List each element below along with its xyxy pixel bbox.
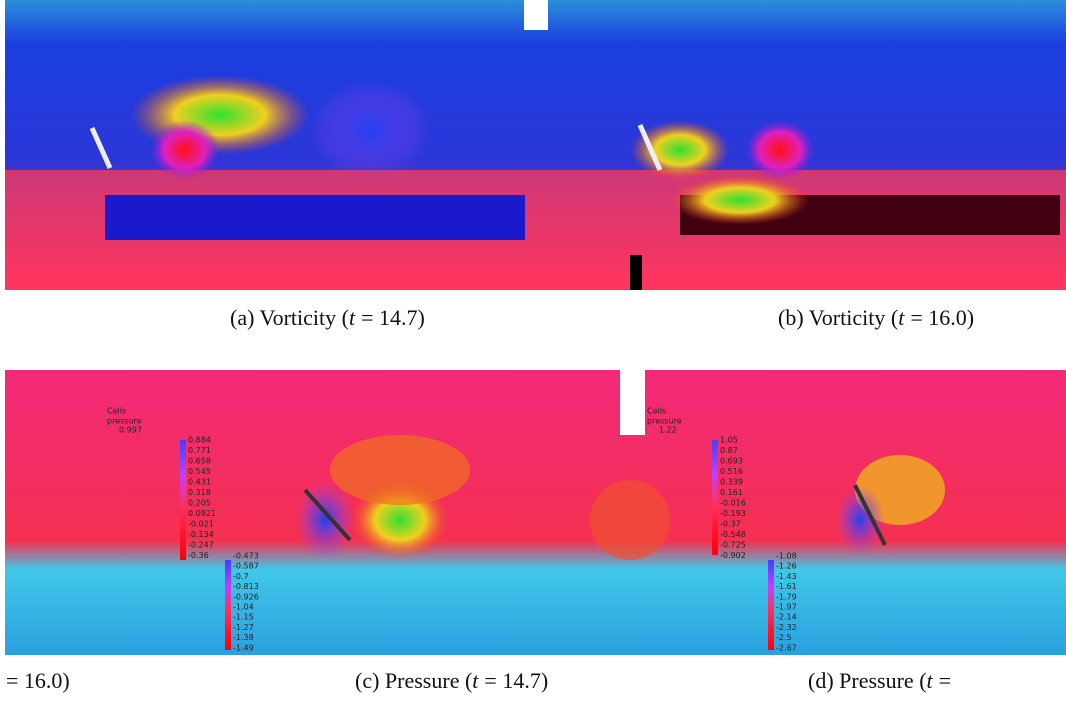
colorbar-label: -0.725	[720, 541, 746, 550]
colorbar-label: -1.97	[776, 603, 797, 612]
caption-rest: = 16.0)	[910, 305, 974, 330]
colorbar-label: 0.205	[188, 499, 211, 508]
colorbar-label: 0.658	[188, 457, 211, 466]
colorbar-label: -0.813	[233, 582, 259, 591]
caption-var: t	[898, 305, 905, 330]
page: {"panels": [ {"label": "(a) Vorticity ("…	[0, 0, 1066, 696]
colorbar-label: -1.26	[776, 562, 797, 571]
colorbar-label: -1.27	[233, 623, 254, 632]
colorbar-label: -2.32	[776, 623, 797, 632]
colorbar-label: 0.693	[720, 457, 743, 466]
colorbar-title: Cells	[107, 407, 126, 416]
colorbar-label: -0.37	[720, 520, 741, 529]
figure: (a) Vorticity (t= 14.7)(b) Vorticity (t=…	[0, 0, 1066, 696]
colorbar-label: 0.339	[720, 478, 743, 487]
colorbar-label: 0.516	[720, 467, 743, 476]
colorbar-label: -0.016	[720, 499, 746, 508]
colorbar-label: -2.5	[776, 633, 792, 642]
colorbar-label: 0.545	[188, 467, 211, 476]
panel-caption: = 16.0)	[6, 668, 70, 693]
colorbar-label: -0.193	[720, 509, 746, 518]
caption-rest: = 14.7)	[484, 668, 548, 693]
colorbar-label: 0.884	[188, 436, 211, 445]
colorbar-label: -0.36	[188, 551, 209, 560]
colorbar-label: -0.021	[188, 520, 214, 529]
colorbar-subtitle: pressure	[107, 417, 142, 426]
caption-var: t	[349, 305, 356, 330]
panel-caption: (b) Vorticity (t= 16.0)	[778, 305, 974, 330]
caption-label: (c) Pressure (	[355, 668, 472, 693]
colorbar-top: 1.22	[659, 426, 677, 435]
colorbar-label: -1.08	[776, 552, 797, 561]
caption-var: t	[472, 668, 479, 693]
caption-label: (a) Vorticity (	[230, 305, 349, 330]
colorbar-label: -1.15	[233, 613, 254, 622]
colorbar-label: 0.0921	[188, 509, 216, 518]
colorbar-label: 0.87	[720, 446, 738, 455]
panel-caption: (a) Vorticity (t= 14.7)	[230, 305, 425, 330]
colorbar-label: 0.771	[188, 446, 211, 455]
panel-caption: (c) Pressure (t= 14.7)	[355, 668, 548, 693]
colorbar-subtitle: pressure	[647, 417, 682, 426]
colorbar-label: 0.318	[188, 488, 211, 497]
caption-rest: = 16.0)	[6, 668, 70, 693]
caption-rest: = 14.7)	[361, 305, 425, 330]
caption-var: t	[927, 668, 934, 693]
colorbar-label: -0.587	[233, 562, 259, 571]
caption-label: (d) Pressure (	[808, 668, 927, 693]
colorbar-label: -0.473	[233, 552, 259, 561]
colorbar-label: 1.05	[720, 436, 738, 445]
colorbar-label: -1.43	[776, 572, 797, 581]
colorbar-label: -2.67	[776, 643, 797, 652]
colorbar-label: 0.161	[720, 488, 743, 497]
colorbar-label: -0.134	[188, 530, 214, 539]
colorbar-label: -1.79	[776, 592, 797, 601]
colorbar-label: -1.49	[233, 643, 254, 652]
colorbar-label: -1.38	[233, 633, 254, 642]
colorbar-label: -0.902	[720, 551, 746, 560]
colorbar-label: -1.04	[233, 603, 254, 612]
pressure-panels	[5, 370, 1066, 696]
caption-rest: =	[939, 668, 951, 693]
colorbar-label: -0.548	[720, 530, 746, 539]
colorbar-label: -0.247	[188, 541, 214, 550]
colorbar-label: -0.926	[233, 592, 259, 601]
colorbar-title: Cells	[647, 407, 666, 416]
colorbar-label: -2.14	[776, 613, 797, 622]
colorbar-label: -0.7	[233, 572, 249, 581]
caption-label: (b) Vorticity (	[778, 305, 898, 330]
colorbar-label: -1.61	[776, 582, 797, 591]
colorbar-label: 0.431	[188, 478, 211, 487]
panel-caption: (d) Pressure (t=	[808, 668, 951, 693]
vorticity-panels	[5, 0, 1066, 290]
colorbar-top: 0.997	[119, 426, 142, 435]
